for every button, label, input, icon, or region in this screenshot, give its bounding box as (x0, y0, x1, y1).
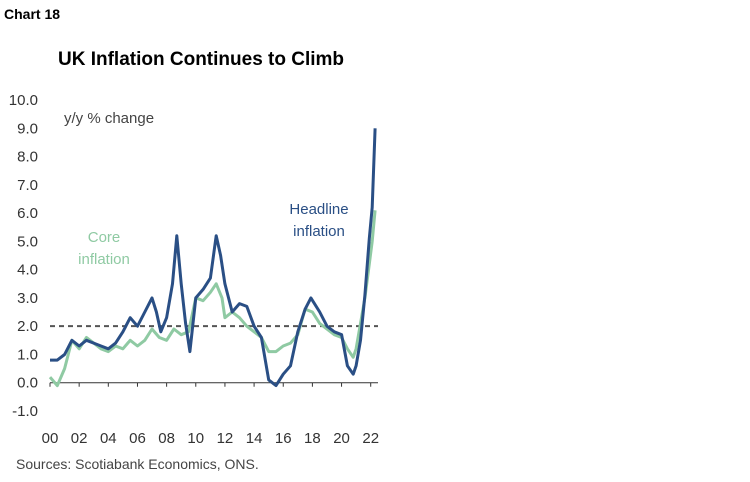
x-tick-label: 20 (333, 430, 350, 447)
series-line-headline (50, 128, 377, 388)
y-tick-label: 10.0 (9, 92, 38, 109)
chart-number-label: Chart 18 (4, 6, 61, 22)
source-note: Sources: Scotiabank Economics, ONS. (16, 456, 259, 472)
y-tick-label: 3.0 (17, 290, 38, 307)
x-tick-label: 06 (129, 430, 146, 447)
y-tick-label: 8.0 (17, 149, 38, 166)
series-line-core (48, 210, 377, 388)
y-tick-label: 4.0 (17, 262, 38, 279)
x-tick-label: 22 (362, 430, 379, 447)
x-tick-label: 02 (71, 430, 88, 447)
x-tick-label: 04 (100, 430, 117, 447)
y-tick-label: 1.0 (17, 346, 38, 363)
x-tick-label: 14 (246, 430, 263, 447)
chart-title: UK Inflation Continues to Climb (58, 49, 345, 70)
x-tick-label: 16 (275, 430, 292, 447)
series-label-core: Core inflation (78, 229, 130, 268)
y-axis-label: y/y % change (64, 110, 154, 127)
y-tick-label: 9.0 (17, 120, 38, 137)
x-tick-label: 08 (158, 430, 175, 447)
x-tick-label: 10 (187, 430, 204, 447)
y-tick-label: -1.0 (12, 403, 38, 420)
y-tick-label: 0.0 (17, 375, 38, 392)
series-label-headline: Headline inflation (289, 201, 348, 240)
x-tick-label: 00 (42, 430, 59, 447)
x-tick-label: 18 (304, 430, 321, 447)
x-tick-label: 12 (217, 430, 234, 447)
x-axis-ticks: 00 02 04 06 08 10 12 14 16 18 20 22 (42, 382, 379, 447)
y-tick-label: 2.0 (17, 318, 38, 335)
y-tick-label: 6.0 (17, 205, 38, 222)
y-tick-label: 7.0 (17, 177, 38, 194)
y-tick-label: 5.0 (17, 233, 38, 250)
y-axis-ticks: 10.0 9.0 8.0 7.0 6.0 5.0 4.0 3.0 2.0 1.0 0.0 -1.0 (9, 92, 38, 420)
